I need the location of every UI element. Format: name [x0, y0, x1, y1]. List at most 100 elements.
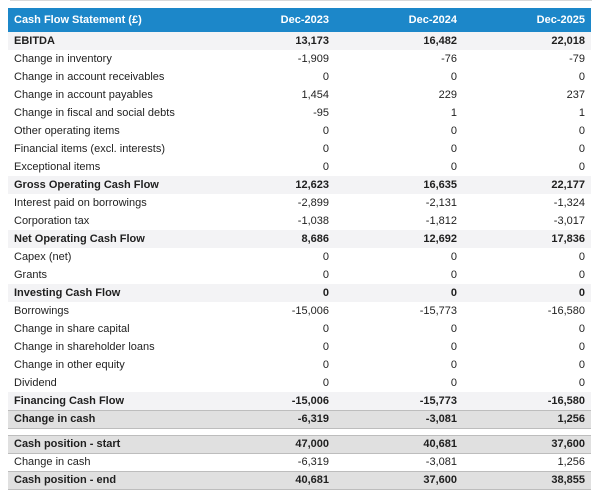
row-label: Change in account payables [14, 89, 153, 101]
row-value: 0 [450, 323, 457, 335]
row-label: Financial items (excl. interests) [14, 143, 165, 155]
column-header-dec-2025: Dec-2025 [536, 14, 585, 26]
row-value: 0 [322, 71, 329, 83]
cash-flow-table: Cash Flow Statement (£) Dec-2023 Dec-202… [8, 8, 591, 490]
table-row: Change in account payables 1,454 229 237 [8, 86, 591, 104]
row-value: -2,131 [425, 197, 457, 209]
section-gap [8, 428, 591, 435]
row-value: -76 [441, 53, 457, 65]
row-value: 0 [322, 251, 329, 263]
row-value: 1 [578, 107, 585, 119]
row-value: -1,909 [297, 53, 329, 65]
row-value: 0 [322, 161, 329, 173]
row-value: -6,319 [297, 456, 329, 468]
row-value: -15,006 [291, 305, 329, 317]
row-value: 13,173 [295, 35, 329, 47]
row-value: 0 [450, 251, 457, 263]
row-value: 0 [450, 359, 457, 371]
row-value: 16,482 [423, 35, 457, 47]
table-title: Cash Flow Statement (£) [14, 14, 142, 26]
row-value: 0 [450, 125, 457, 137]
table-row: Net Operating Cash Flow 8,686 12,692 17,836 [8, 230, 591, 248]
table-row: Change in other equity 0 0 0 [8, 356, 591, 374]
table-row: Cash position - start 47,000 40,681 37,600 [8, 435, 591, 453]
table-row: Dividend 0 0 0 [8, 374, 591, 392]
row-label: Exceptional items [14, 161, 101, 173]
row-value: 37,600 [423, 474, 457, 486]
row-value: 37,600 [551, 438, 585, 450]
row-value: 0 [578, 359, 585, 371]
row-label: Cash position - end [14, 474, 117, 486]
table-row: Change in cash -6,319 -3,081 1,256 [8, 453, 591, 471]
row-value: 0 [578, 269, 585, 281]
row-value: 1 [450, 107, 457, 119]
table-row: Cash position - end 40,681 37,600 38,855 [8, 471, 591, 489]
row-value: 0 [578, 251, 585, 263]
row-value: -1,812 [425, 215, 457, 227]
row-value: -15,773 [419, 305, 457, 317]
table-row: Corporation tax -1,038 -1,812 -3,017 [8, 212, 591, 230]
row-label: Change in account receivables [14, 71, 165, 83]
row-value: 38,855 [551, 474, 585, 486]
row-value: 0 [450, 269, 457, 281]
row-value: 0 [322, 341, 329, 353]
row-label: Change in inventory [14, 53, 112, 65]
row-label: EBITDA [14, 35, 55, 47]
row-label: Net Operating Cash Flow [14, 233, 145, 245]
table-row: Change in account receivables 0 0 0 [8, 68, 591, 86]
table-row: Grants 0 0 0 [8, 266, 591, 284]
table-row: Change in fiscal and social debts -95 1 1 [8, 104, 591, 122]
column-header-dec-2024: Dec-2024 [408, 14, 457, 26]
row-value: 22,018 [551, 35, 585, 47]
row-label: Interest paid on borrowings [14, 197, 147, 209]
row-label: Change in shareholder loans [14, 341, 155, 353]
row-value: 0 [322, 377, 329, 389]
row-label: Investing Cash Flow [14, 287, 121, 299]
row-value: 17,836 [551, 233, 585, 245]
row-value: 0 [322, 323, 329, 335]
row-value: -16,580 [547, 394, 585, 407]
row-label: Gross Operating Cash Flow [14, 179, 159, 191]
table-row: Change in inventory -1,909 -76 -79 [8, 50, 591, 68]
row-value: -15,006 [291, 394, 329, 407]
row-value: -3,081 [425, 456, 457, 468]
row-value: 0 [578, 125, 585, 137]
row-label: Change in share capital [14, 323, 130, 335]
row-value: 0 [322, 269, 329, 281]
row-value: -79 [569, 53, 585, 65]
row-value: 1,256 [557, 456, 585, 468]
row-value: 229 [438, 89, 457, 101]
row-label: Grants [14, 269, 48, 281]
row-label: Change in cash [14, 456, 91, 468]
row-value: 12,623 [295, 179, 329, 191]
row-value: 0 [450, 161, 457, 173]
table-row: Change in cash -6,319 -3,081 1,256 [8, 410, 591, 428]
row-value: 0 [578, 377, 585, 389]
row-value: -6,319 [297, 413, 329, 425]
row-value: 22,177 [551, 179, 585, 191]
row-value: 237 [566, 89, 585, 101]
table-row: Borrowings -15,006 -15,773 -16,580 [8, 302, 591, 320]
table-row: Financial items (excl. interests) 0 0 0 [8, 140, 591, 158]
row-value: 0 [578, 323, 585, 335]
row-value: -95 [313, 107, 329, 119]
table-row: Investing Cash Flow 0 0 0 [8, 284, 591, 302]
row-value: 0 [322, 143, 329, 155]
row-label: Cash position - start [14, 438, 121, 450]
row-value: 12,692 [423, 233, 457, 245]
row-value: 0 [450, 71, 457, 83]
row-value: 1,454 [301, 89, 329, 101]
row-label: Capex (net) [14, 251, 72, 263]
column-header-dec-2023: Dec-2023 [280, 14, 329, 26]
table-row: Capex (net) 0 0 0 [8, 248, 591, 266]
table-row: Gross Operating Cash Flow 12,623 16,635 22,… [8, 176, 591, 194]
top-divider [10, 0, 592, 1]
row-label: Borrowings [14, 305, 70, 317]
row-value: 1,256 [557, 413, 585, 425]
row-value: 0 [578, 341, 585, 353]
table-row: EBITDA 13,173 16,482 22,018 [8, 32, 591, 50]
row-value: 0 [578, 161, 585, 173]
row-value: 0 [450, 377, 457, 389]
row-label: Other operating items [14, 125, 120, 137]
